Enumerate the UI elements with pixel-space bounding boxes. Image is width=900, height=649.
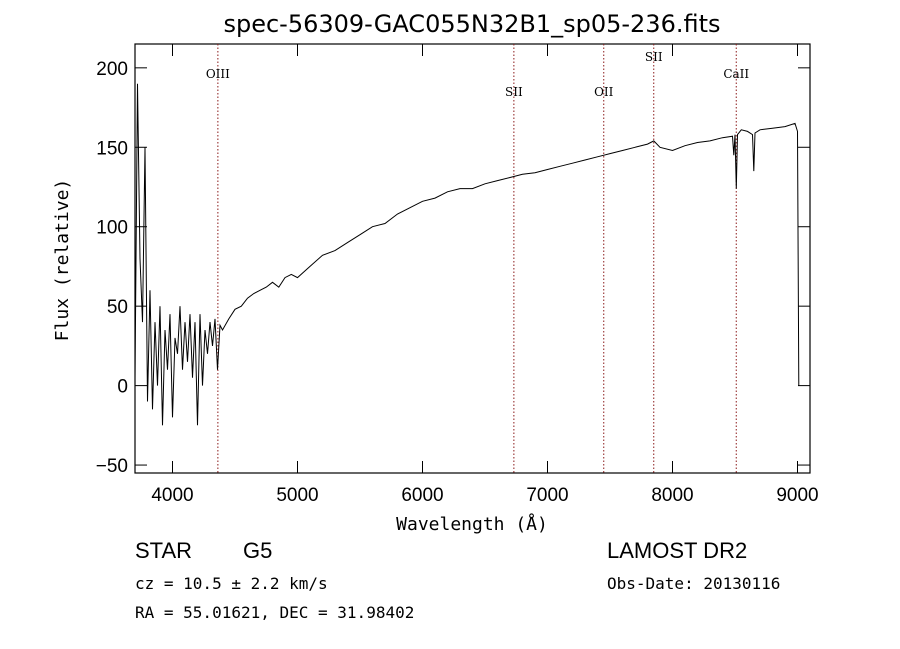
x-tick-label: 6000 bbox=[401, 485, 443, 506]
x-tick-label: 7000 bbox=[526, 485, 568, 506]
y-tick-label: 200 bbox=[96, 59, 128, 80]
y-tick-label: 100 bbox=[96, 218, 128, 239]
axis-ticks: 4000 5000 6000 7000 8000 9000 −50 0 50 100 150 200 bbox=[96, 44, 819, 506]
y-tick-label: 0 bbox=[117, 377, 128, 398]
spectral-line-label: OII bbox=[594, 85, 614, 99]
y-tick-label: 150 bbox=[96, 138, 128, 159]
x-tick-label: 5000 bbox=[276, 485, 318, 506]
redshift-cz: cz = 10.5 ± 2.2 km/s bbox=[135, 574, 328, 593]
spectrum-series bbox=[134, 83, 800, 426]
y-tick-label: 50 bbox=[107, 297, 128, 318]
coordinates: RA = 55.01621, DEC = 31.98402 bbox=[135, 603, 415, 622]
survey-name: LAMOST DR2 bbox=[607, 538, 748, 563]
x-tick-label: 4000 bbox=[151, 485, 193, 506]
object-class: STAR bbox=[135, 538, 193, 563]
spectral-subclass: G5 bbox=[243, 538, 273, 563]
spectral-line-label: CaII bbox=[723, 67, 749, 81]
x-axis-label: Wavelength (Å) bbox=[396, 513, 548, 535]
x-tick-label: 9000 bbox=[776, 485, 818, 506]
spectral-line-label: SII bbox=[505, 85, 523, 99]
spectral-line-label: SII bbox=[645, 50, 663, 64]
spectrum-line bbox=[134, 83, 800, 426]
y-tick-label: −50 bbox=[96, 456, 128, 477]
observation-date: Obs-Date: 20130116 bbox=[607, 574, 781, 593]
spectral-line-label: OIII bbox=[206, 67, 230, 81]
x-tick-label: 8000 bbox=[651, 485, 693, 506]
y-axis-label: Flux (relative) bbox=[52, 179, 73, 342]
spectral-line-markers: OIII SII OII SII CaII bbox=[206, 44, 749, 473]
plot-frame bbox=[134, 43, 811, 474]
chart-title: spec-56309-GAC055N32B1_sp05-236.fits bbox=[223, 10, 720, 38]
